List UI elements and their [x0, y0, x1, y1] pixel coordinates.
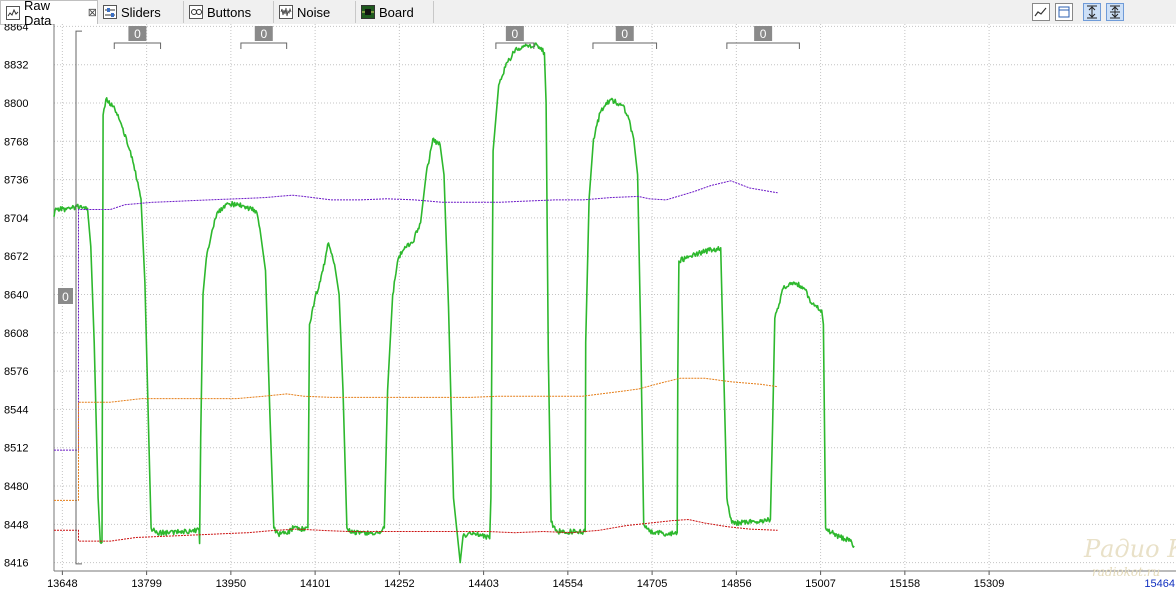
- tab-label: Sliders: [121, 4, 161, 20]
- series-line-0: [53, 42, 855, 564]
- plot-area: [54, 24, 1176, 571]
- noise-icon: [279, 5, 293, 19]
- y-tick-label: 8704: [4, 213, 28, 225]
- y-tick-label: 8512: [4, 443, 28, 455]
- y-tick-label: 8544: [4, 404, 28, 416]
- buttons-icon: [189, 5, 203, 19]
- series-line-3: [54, 519, 778, 542]
- range-marker-badge[interactable]: [505, 26, 524, 41]
- range-marker-label: 0: [760, 27, 767, 41]
- range-marker-bracket[interactable]: [240, 42, 288, 49]
- tab-label: Noise: [297, 4, 331, 20]
- tab-board[interactable]: Board: [356, 1, 434, 23]
- y-tick-label: 8576: [4, 366, 28, 378]
- range-marker-label: 0: [512, 27, 519, 41]
- range-marker-badge[interactable]: [754, 26, 773, 41]
- range-marker-bracket[interactable]: [495, 42, 535, 49]
- x-tick-label: 13950: [216, 578, 247, 590]
- range-marker-label: 0: [260, 27, 267, 41]
- x-tick-label: 15309: [974, 578, 1005, 590]
- chart-view-icon[interactable]: [1032, 3, 1050, 21]
- x-tick-label-cut: 15464: [1144, 578, 1175, 590]
- x-tick-label: 13648: [47, 578, 78, 590]
- range-marker-badge[interactable]: [128, 26, 147, 41]
- sliders-icon: [103, 5, 117, 19]
- table-view-icon[interactable]: [1055, 3, 1073, 21]
- tab-buttons[interactable]: Buttons: [184, 1, 274, 23]
- board-icon: [361, 5, 375, 19]
- tab-label: Buttons: [207, 4, 252, 20]
- x-tick-label: 14403: [468, 578, 499, 590]
- x-tick-label: 15158: [890, 578, 921, 590]
- range-marker-badge[interactable]: [254, 26, 273, 41]
- watermark-title: Радио КОТ: [1084, 535, 1176, 563]
- x-tick-label: 14705: [637, 578, 668, 590]
- y-range-marker-bracket[interactable]: [75, 30, 82, 565]
- y-tick-label: 8448: [4, 519, 28, 531]
- range-marker-bracket[interactable]: [113, 42, 162, 49]
- y-tick-label: 8672: [4, 251, 28, 263]
- y-range-marker-badge[interactable]: [58, 288, 73, 304]
- tab-label: Raw Data: [23, 0, 52, 28]
- y-tick-label: 8640: [4, 290, 28, 302]
- tab-noise[interactable]: Noise: [274, 1, 356, 23]
- tab-label: Board: [379, 4, 414, 20]
- y-range-marker-label: 0: [62, 290, 69, 304]
- x-tick-label: 14856: [721, 578, 752, 590]
- watermark-logo: Радио КОТ radiokot.ru: [1084, 535, 1176, 597]
- series-line-2: [54, 377, 778, 501]
- raw-data-chart[interactable]: 8416 8448 8480 8512 8544 8576 8608 8640 8672 8704…: [0, 24, 1176, 597]
- x-tick-label: 14101: [300, 578, 331, 590]
- x-tick-label: 14252: [384, 578, 415, 590]
- y-tick-label: 8608: [4, 328, 28, 340]
- tab-bar: Raw Data ⊠ Sliders Buttons Noise Board: [0, 0, 1176, 28]
- range-marker-label: 0: [134, 27, 141, 41]
- fit-both-icon[interactable]: [1106, 3, 1124, 21]
- range-marker-label: 0: [621, 27, 628, 41]
- range-marker-bracket[interactable]: [726, 42, 800, 49]
- range-marker-badge[interactable]: [615, 26, 634, 41]
- tab-raw-data[interactable]: Raw Data ⊠: [0, 0, 98, 28]
- y-tick-label: 8416: [4, 558, 28, 570]
- x-tick-label: 13799: [131, 578, 162, 590]
- watermark-url: radiokot.ru: [1092, 565, 1161, 579]
- raw-data-icon: [6, 5, 20, 20]
- tab-sliders[interactable]: Sliders: [98, 1, 184, 23]
- range-marker-bracket[interactable]: [592, 42, 658, 49]
- y-tick-label: 8736: [4, 175, 28, 187]
- y-tick-label: 8832: [4, 60, 28, 72]
- y-tick-label: 8480: [4, 481, 28, 493]
- y-tick-label: 8864: [4, 24, 28, 33]
- x-tick-label: 15007: [805, 578, 836, 590]
- y-tick-label: 8800: [4, 98, 28, 110]
- fit-vertical-icon[interactable]: [1083, 3, 1101, 21]
- series-line-1: [54, 180, 778, 451]
- x-tick-label: 14554: [553, 578, 584, 590]
- close-icon[interactable]: ⊠: [87, 7, 97, 19]
- y-tick-label: 8768: [4, 136, 28, 148]
